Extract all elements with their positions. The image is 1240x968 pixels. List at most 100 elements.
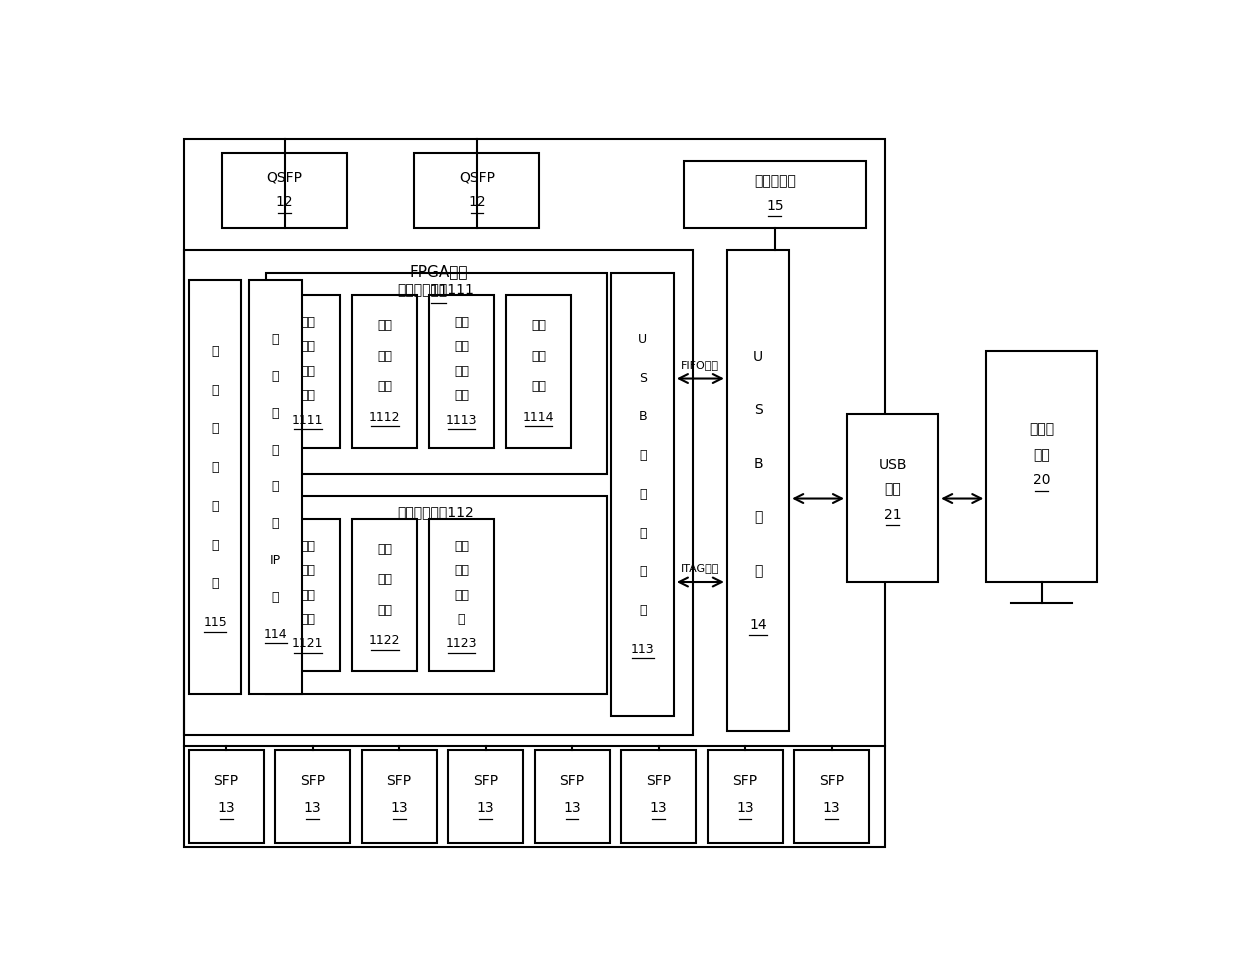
Text: U: U — [753, 349, 763, 364]
Bar — [184, 138, 885, 847]
Text: B: B — [753, 457, 763, 470]
Text: SFP: SFP — [818, 774, 844, 788]
Bar — [184, 251, 693, 735]
Text: 单元: 单元 — [300, 389, 315, 403]
Text: 生成: 生成 — [531, 349, 546, 363]
Text: 测量: 测量 — [377, 573, 392, 587]
Bar — [794, 749, 869, 843]
Text: SFP: SFP — [733, 774, 758, 788]
Text: 制: 制 — [639, 488, 646, 500]
Text: 行: 行 — [211, 461, 218, 474]
Text: 流速: 流速 — [377, 319, 392, 332]
Bar — [275, 295, 341, 448]
Text: 输入: 输入 — [300, 564, 315, 577]
Text: 20: 20 — [1033, 473, 1050, 487]
Text: 串: 串 — [211, 422, 218, 436]
Bar — [414, 153, 539, 227]
Text: 速: 速 — [211, 383, 218, 397]
Bar — [534, 749, 610, 843]
Text: 议: 议 — [272, 517, 279, 530]
Text: 串: 串 — [272, 407, 279, 420]
Text: 单元: 单元 — [377, 604, 392, 617]
Bar — [429, 295, 495, 448]
Bar — [222, 153, 347, 227]
Text: 1112: 1112 — [370, 410, 401, 424]
Text: USB: USB — [878, 458, 906, 471]
Text: 单元: 单元 — [531, 380, 546, 393]
Text: IP: IP — [270, 554, 281, 567]
Bar — [352, 295, 418, 448]
Text: 数据产生模块111: 数据产生模块111 — [398, 282, 475, 296]
Text: 产生: 产生 — [454, 365, 469, 378]
Text: 14: 14 — [749, 618, 766, 632]
Text: 12: 12 — [277, 195, 294, 209]
Text: 器: 器 — [211, 577, 218, 590]
Text: 速: 速 — [272, 370, 279, 383]
Text: 13: 13 — [304, 802, 321, 815]
Text: 控: 控 — [639, 449, 646, 462]
Text: S: S — [754, 404, 763, 417]
Text: 11: 11 — [429, 284, 448, 299]
Text: 数据检测模块112: 数据检测模块112 — [398, 505, 475, 520]
Bar — [352, 519, 418, 672]
Text: 1122: 1122 — [370, 634, 401, 648]
Text: 收: 收 — [211, 499, 218, 513]
Bar — [448, 749, 523, 843]
Text: SFP: SFP — [213, 774, 238, 788]
Text: 1121: 1121 — [293, 638, 324, 650]
Text: 113: 113 — [631, 643, 655, 656]
Bar — [986, 351, 1096, 582]
Bar — [265, 497, 606, 694]
Text: 部分: 部分 — [1033, 448, 1050, 463]
Text: 元: 元 — [458, 613, 465, 626]
Text: 片: 片 — [754, 564, 763, 578]
Bar — [362, 749, 436, 843]
Bar — [275, 749, 350, 843]
Text: 高: 高 — [272, 333, 279, 347]
Bar — [265, 273, 606, 474]
Text: 芯: 芯 — [754, 510, 763, 525]
Text: 种子: 种子 — [531, 319, 546, 332]
Text: 单元: 单元 — [377, 380, 392, 393]
Bar — [727, 251, 789, 731]
Text: SFP: SFP — [472, 774, 498, 788]
Text: 量单: 量单 — [454, 589, 469, 601]
Text: 输出: 输出 — [300, 341, 315, 353]
Text: FIFO通道: FIFO通道 — [681, 359, 719, 370]
Text: 控制: 控制 — [300, 589, 315, 601]
Text: 机数: 机数 — [454, 341, 469, 353]
Bar — [683, 161, 866, 227]
Text: 行: 行 — [272, 443, 279, 457]
Text: 伪随: 伪随 — [454, 316, 469, 329]
Text: 控制: 控制 — [377, 349, 392, 363]
Text: 单元: 单元 — [300, 613, 315, 626]
Text: 1111: 1111 — [293, 414, 324, 427]
Text: 可编程晶振: 可编程晶振 — [754, 174, 796, 188]
Text: U: U — [639, 333, 647, 346]
Text: QSFP: QSFP — [267, 170, 303, 184]
Text: 流速: 流速 — [377, 543, 392, 556]
Text: 13: 13 — [822, 802, 841, 815]
Text: 上位机: 上位机 — [1029, 422, 1054, 437]
Text: 单元: 单元 — [454, 389, 469, 403]
Text: 13: 13 — [476, 802, 495, 815]
Text: ITAG通道: ITAG通道 — [681, 563, 719, 573]
Bar — [188, 280, 242, 694]
Bar — [429, 519, 495, 672]
Text: 接口: 接口 — [884, 482, 901, 497]
Text: 12: 12 — [469, 195, 486, 209]
Text: 21: 21 — [884, 507, 901, 522]
Text: 率测: 率测 — [454, 564, 469, 577]
Text: SFP: SFP — [387, 774, 412, 788]
Text: QSFP: QSFP — [459, 170, 495, 184]
Text: SFP: SFP — [646, 774, 671, 788]
Bar — [621, 749, 696, 843]
Text: 1123: 1123 — [446, 638, 477, 650]
Text: 控制: 控制 — [300, 365, 315, 378]
Bar — [847, 414, 939, 582]
Text: SFP: SFP — [559, 774, 584, 788]
Text: S: S — [639, 372, 647, 384]
Text: 13: 13 — [650, 802, 667, 815]
Text: 1114: 1114 — [523, 410, 554, 424]
Text: 115: 115 — [203, 617, 227, 629]
